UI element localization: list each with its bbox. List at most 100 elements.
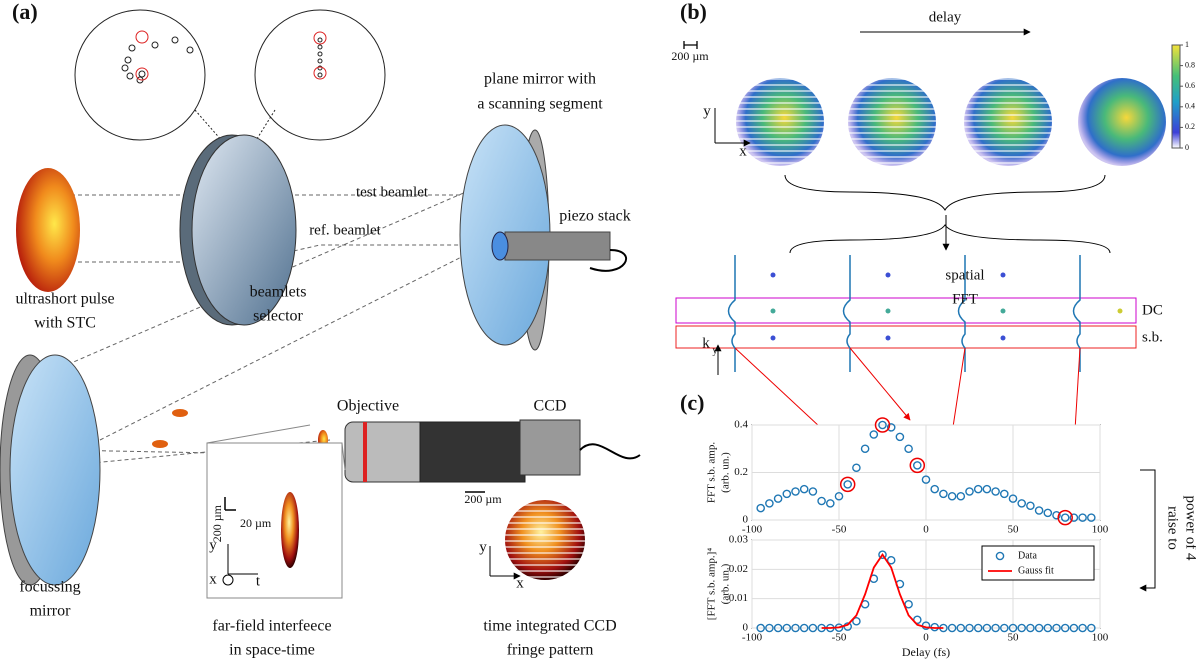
diagram-label: beamlets [250, 284, 307, 301]
data-point [1034, 623, 1044, 633]
diagram-label: spatial [945, 267, 984, 283]
data-point [1026, 501, 1035, 511]
data-point [799, 623, 809, 633]
diagram-label: selector [253, 308, 303, 325]
diagram-label: s.b. [1142, 329, 1163, 345]
data-point [973, 623, 983, 633]
data-point [1026, 623, 1035, 633]
diagram-label: 200 µm [464, 492, 502, 506]
diagram-label: y [703, 103, 711, 119]
y-axis-label: (arb. un.) [720, 563, 732, 604]
diagram-label: far-field interfeece [212, 618, 331, 635]
diagram-label: delay [929, 9, 962, 25]
diagram-label: 20 µm [240, 516, 272, 530]
data-point [1060, 623, 1070, 633]
x-tick-label: 0 [923, 524, 929, 536]
legend-swatch [995, 551, 1005, 561]
colorbar-tick-label: 0.2 [1185, 122, 1195, 131]
diagram-label: raise to [1165, 506, 1181, 550]
data-point [947, 623, 957, 633]
diagram-label: test beamlet [356, 184, 429, 200]
data-point [765, 623, 774, 633]
diagram-label: FFT [952, 291, 978, 307]
x-tick-label: 100 [1092, 524, 1109, 536]
data-point [773, 494, 783, 503]
diagram-label: focussing [19, 579, 80, 596]
diagram-label: t [256, 573, 261, 589]
colorbar-tick-label: 1 [1185, 40, 1189, 49]
data-point [886, 555, 896, 565]
data-point [1043, 508, 1053, 518]
data-point [852, 463, 861, 473]
data-point [913, 461, 922, 470]
data-point [1008, 623, 1018, 633]
data-point [765, 499, 774, 508]
diagram-label: 200 µm [210, 504, 224, 542]
data-point [991, 487, 1000, 496]
data-point [773, 623, 783, 633]
x-tick-label: 0 [923, 632, 929, 644]
diagram-label: x [516, 575, 524, 591]
data-point [782, 489, 792, 499]
diagram-label: y [209, 537, 217, 553]
data-point [1017, 499, 1027, 508]
data-point [860, 444, 870, 454]
data-point [939, 489, 948, 499]
y-tick-label: 0.01 [729, 592, 748, 604]
data-point [886, 423, 896, 432]
diagram-label: fringe pattern [507, 642, 594, 659]
data-point [756, 503, 766, 513]
data-point [826, 499, 835, 508]
data-point [1078, 623, 1087, 633]
data-point [1052, 510, 1061, 520]
data-point [1060, 513, 1070, 522]
diagram-label: 200 µm [671, 49, 709, 63]
data-point [799, 484, 809, 494]
data-point [1000, 489, 1009, 499]
data-point [982, 484, 992, 494]
data-point [1017, 623, 1027, 633]
data-point [808, 623, 818, 633]
fit-line [821, 553, 944, 629]
data-point [1034, 506, 1044, 515]
diagram-label: in space-time [229, 642, 315, 659]
panel-b-drawing [675, 28, 1181, 592]
data-point [878, 550, 887, 559]
panel-a-drawing [0, 9, 641, 599]
data-point [869, 430, 879, 439]
data-point [843, 480, 853, 489]
diagram-label: y [479, 539, 487, 555]
data-point [878, 420, 887, 430]
legend [981, 545, 1095, 581]
y-axis-label: [FFT s.b. amp.]⁴ [706, 548, 718, 621]
data-point [1008, 494, 1018, 503]
colorbar-tick-label: 0.6 [1185, 81, 1195, 90]
highlight [1057, 509, 1073, 526]
data-point [982, 623, 992, 633]
data-point [1078, 513, 1087, 522]
data-point [1087, 513, 1096, 522]
data-point [921, 475, 931, 484]
x-tick-label: -100 [742, 524, 763, 536]
data-point [1000, 623, 1009, 633]
data-point [1069, 623, 1079, 633]
data-point [956, 491, 966, 501]
y-tick-label: 0.03 [729, 534, 749, 546]
y-tick-label: 0.4 [734, 419, 748, 431]
diagram-label: CCD [534, 398, 567, 415]
y-tick-label: 0.2 [734, 466, 748, 478]
data-point [904, 444, 913, 454]
data-point [930, 484, 940, 494]
x-tick-label: 50 [1008, 524, 1020, 536]
panel-label: (a) [12, 0, 38, 24]
data-point [956, 623, 966, 633]
data-point [1052, 623, 1061, 633]
y-tick-label: 0 [743, 514, 749, 526]
y-axis-label: FFT s.b. amp. [706, 442, 718, 503]
data-point [904, 599, 913, 609]
diagram-label: ultrashort pulse [15, 291, 114, 308]
data-point [947, 491, 957, 501]
data-point [756, 623, 766, 633]
y-axis-label: (arb. un.) [720, 452, 732, 493]
